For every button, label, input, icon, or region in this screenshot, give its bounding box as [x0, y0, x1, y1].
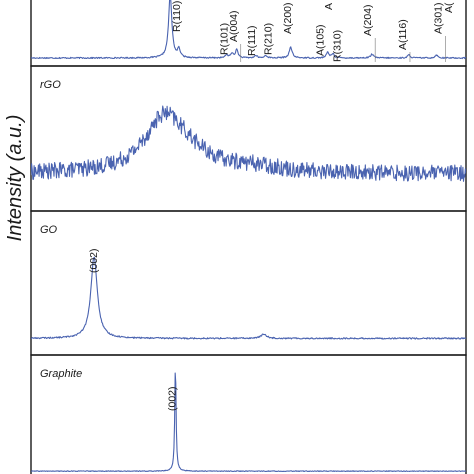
peak-label: R(101) — [219, 23, 231, 55]
peak-label: R(111) — [246, 25, 258, 56]
panel-stack: R(110) R(101)A(004) R(111) R(210) A(200) A(10… — [30, 0, 467, 474]
peak-label: (002) — [88, 248, 100, 273]
panel-4: Graphite (002) — [30, 354, 467, 474]
peak-label: A(105) — [314, 24, 326, 56]
panel-label: rGO — [40, 79, 61, 91]
peak-label: R(110) — [171, 1, 183, 32]
peak-label: R(210) — [263, 23, 275, 55]
panel-1: R(110) R(101)A(004) R(111) R(210) A(200) A(10… — [30, 0, 467, 67]
panel-3: GO (002) — [30, 210, 467, 356]
panel-label: Graphite — [40, 368, 82, 380]
peak-label: A( — [443, 2, 455, 13]
peak-label: A(004) — [228, 10, 240, 42]
panel-2: rGO — [30, 65, 467, 212]
peak-label: A(204) — [362, 4, 374, 36]
peak-label: A(301) — [433, 2, 445, 34]
trace-line — [31, 105, 466, 182]
panel-label: GO — [40, 224, 58, 236]
trace-line — [31, 372, 466, 473]
trace-line — [31, 0, 466, 60]
panel-frame — [30, 354, 467, 474]
peak-label: A(200) — [282, 2, 294, 34]
peak-label: A — [323, 3, 335, 10]
peak-label: A(116) — [397, 19, 409, 50]
panel-frame — [30, 65, 467, 212]
peak-label: (002) — [166, 386, 178, 411]
trace-line — [31, 256, 466, 340]
peak-label: R(310) — [332, 30, 344, 62]
y-axis-label: Intensity (a.u.) — [4, 115, 26, 242]
